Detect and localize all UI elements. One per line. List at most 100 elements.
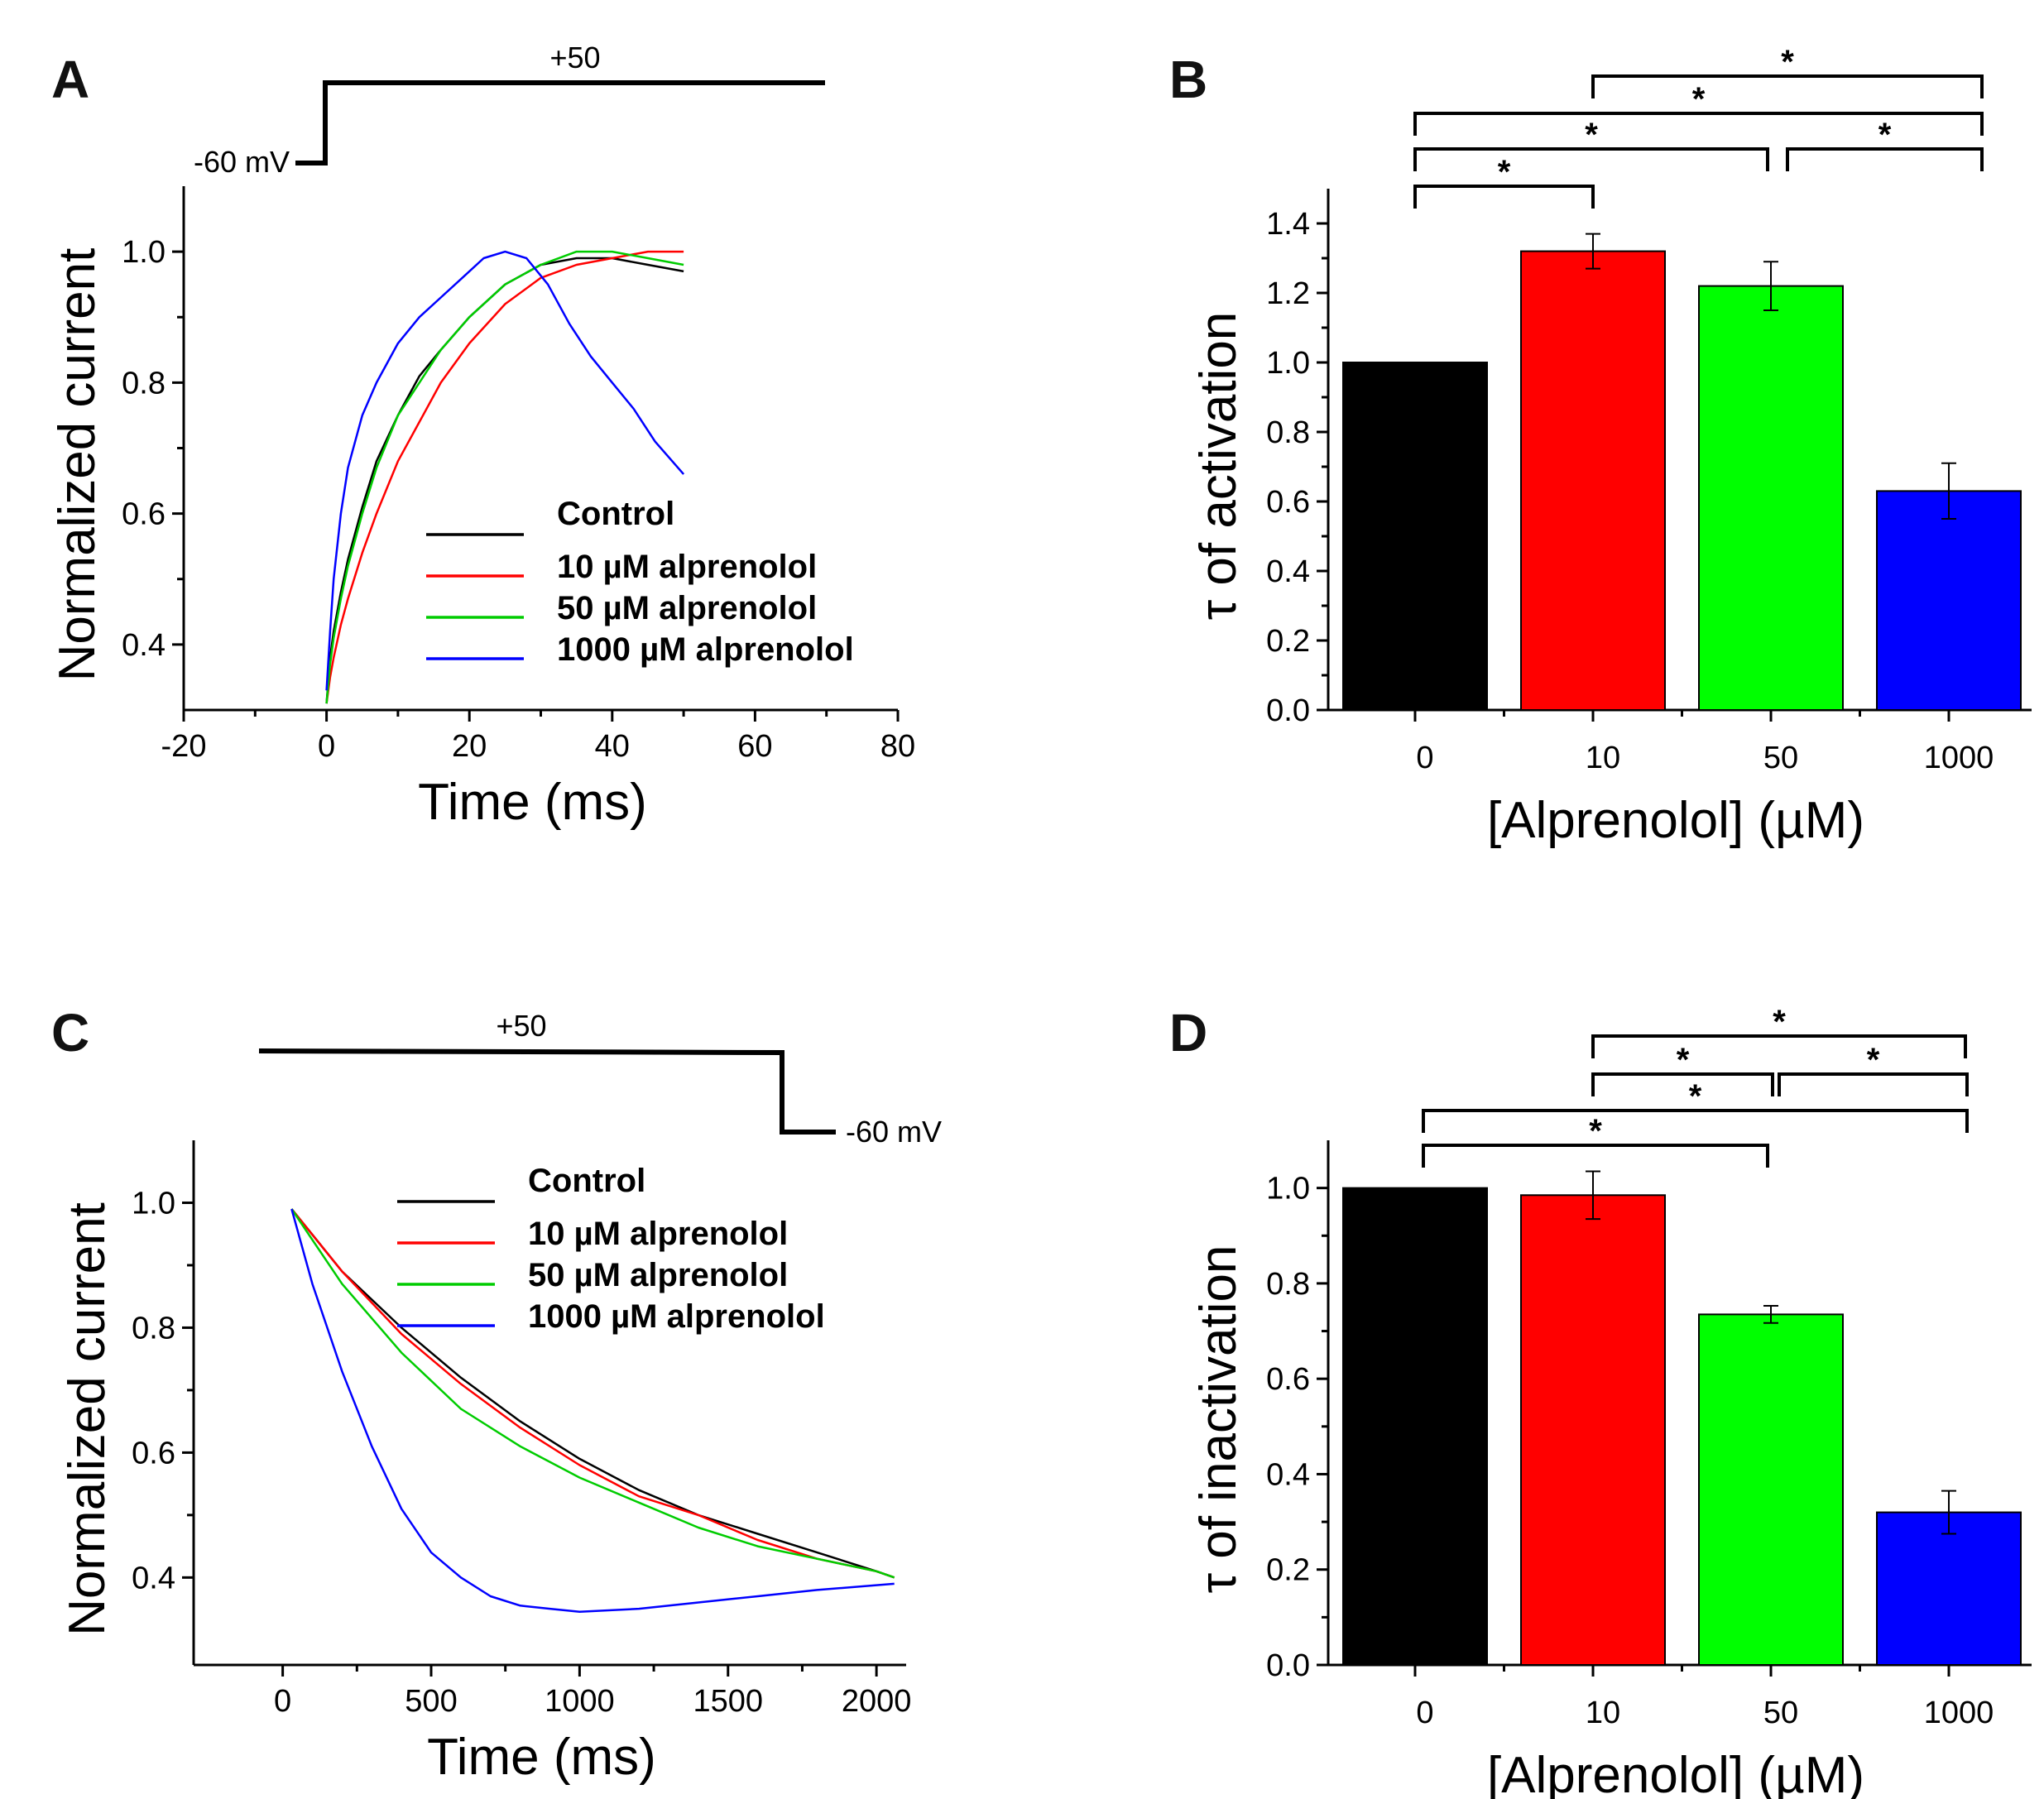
B-significance-label-2: * <box>1878 117 1892 153</box>
D-significance-label-4: * <box>1773 1004 1786 1040</box>
A-holding-voltage-label: -60 mV <box>194 145 290 179</box>
panel-a-line-chart: -20 0 20 40 60 80 0.4 0.6 0.8 1.0 Time (ms) Normali… <box>49 41 915 831</box>
D-significance-label-3: * <box>1867 1042 1880 1078</box>
D-bar-0 <box>1342 1187 1488 1666</box>
D-x-axis-title: [Alprenolol] (µM) <box>1487 1747 1864 1799</box>
panel-letter-b: B <box>1169 50 1207 109</box>
C-voltage-protocol-trace <box>258 1048 836 1135</box>
D-significance-bracket-3 <box>1778 1072 1969 1096</box>
B-bar-2 <box>1698 285 1844 712</box>
A-legend-label-1: 10 µM alprenolol <box>557 549 817 585</box>
D-significance-label-0: * <box>1589 1113 1602 1149</box>
A-series-line-3 <box>325 250 685 691</box>
A-y-axis-title: Normalized current <box>49 248 106 682</box>
C-legend-label-2: 50 µM alprenolol <box>528 1257 788 1293</box>
B-y-tick-label: 1.2 <box>1266 276 1310 311</box>
D-significance-label-1: * <box>1689 1078 1702 1115</box>
C-holding-voltage-label: -60 mV <box>846 1115 942 1149</box>
D-bar-2 <box>1698 1313 1844 1666</box>
B-y-tick-label: 1.0 <box>1266 346 1310 381</box>
C-x-tick-label: 1500 <box>693 1684 763 1719</box>
C-legend-label-0: Control <box>528 1163 645 1199</box>
D-bar-1 <box>1520 1194 1666 1667</box>
C-series-line-3 <box>290 1208 895 1614</box>
B-significance-bracket-4 <box>1591 74 1984 98</box>
A-y-tick-label: 0.8 <box>122 366 166 401</box>
B-significance-bracket-0 <box>1413 185 1595 209</box>
B-y-tick-label: 1.4 <box>1266 207 1310 242</box>
B-x-tick-label: 0 <box>1416 741 1433 775</box>
B-y-tick-label: 0.0 <box>1266 693 1310 728</box>
C-y-tick-label: 1.0 <box>132 1186 175 1221</box>
A-y-tick-label: 1.0 <box>122 235 166 270</box>
C-step-voltage-label: +50 <box>496 1009 546 1043</box>
A-voltage-protocol-trace <box>295 80 825 166</box>
C-x-axis-title: Time (ms) <box>427 1729 656 1786</box>
C-series-line-2 <box>290 1208 895 1579</box>
panel-letter-a: A <box>51 50 89 109</box>
A-y-tick-label: 0.4 <box>122 628 166 663</box>
A-x-tick-label: 20 <box>452 729 487 764</box>
D-x-tick-label: 10 <box>1586 1696 1620 1730</box>
panel-letter-c: C <box>51 1003 89 1063</box>
D-y-axis-title: τ of inactivation <box>1190 1245 1247 1594</box>
B-x-tick-label: 50 <box>1763 741 1798 775</box>
panel-c-line-chart: 0 500 1000 1500 2000 0.4 0.6 0.8 1.0 Time (ms) Nor… <box>59 1009 942 1786</box>
B-significance-bracket-1 <box>1413 147 1769 171</box>
C-x-tick-label: 1000 <box>545 1684 615 1719</box>
D-x-tick-label: 50 <box>1763 1696 1798 1730</box>
B-significance-bracket-2 <box>1786 147 1984 171</box>
B-significance-label-3: * <box>1692 81 1706 118</box>
D-significance-bracket-0 <box>1422 1144 1769 1168</box>
A-x-tick-label: 40 <box>595 729 630 764</box>
D-y-tick-label: 0.6 <box>1266 1362 1310 1397</box>
A-x-tick-label: 80 <box>880 729 915 764</box>
D-significance-bracket-2 <box>1591 1072 1774 1096</box>
A-y-tick-label: 0.6 <box>122 497 166 532</box>
A-x-tick-label: 60 <box>737 729 772 764</box>
panel-b-bar-chart: 0.0 0.2 0.4 0.6 0.8 1.0 1.2 1.4 0 10 50 1000 [Alpren… <box>1190 44 2032 849</box>
B-y-axis-title: τ of activation <box>1190 312 1247 621</box>
B-significance-label-0: * <box>1498 154 1511 190</box>
D-y-tick-label: 0.2 <box>1266 1553 1310 1588</box>
B-y-tick-label: 0.8 <box>1266 415 1310 450</box>
D-significance-bracket-1 <box>1422 1109 1969 1133</box>
D-y-tick-label: 1.0 <box>1266 1172 1310 1207</box>
C-series-line-0 <box>290 1208 895 1579</box>
A-x-axis-title: Time (ms) <box>418 774 647 831</box>
D-significance-bracket-4 <box>1591 1034 1967 1058</box>
A-step-voltage-label: +50 <box>549 41 600 74</box>
B-y-tick-label: 0.2 <box>1266 624 1310 659</box>
D-x-tick-label: 1000 <box>1924 1696 1994 1730</box>
B-bar-1 <box>1520 250 1666 712</box>
A-legend-label-2: 50 µM alprenolol <box>557 590 817 626</box>
D-y-tick-label: 0.4 <box>1266 1457 1310 1492</box>
panel-d-bar-chart: 0.0 0.2 0.4 0.6 0.8 1.0 0 10 50 1000 [Alprenolol] … <box>1190 1004 2032 1799</box>
D-y-tick-label: 0.0 <box>1266 1648 1310 1683</box>
C-y-axis-title: Normalized current <box>59 1202 116 1636</box>
C-x-tick-label: 2000 <box>842 1684 912 1719</box>
D-bar-3 <box>1876 1511 2022 1666</box>
B-significance-label-1: * <box>1585 117 1598 153</box>
D-y-tick-label: 0.8 <box>1266 1267 1310 1302</box>
panel-letter-d: D <box>1169 1003 1207 1063</box>
A-x-tick-label: 0 <box>318 729 335 764</box>
C-y-tick-label: 0.4 <box>132 1561 175 1595</box>
D-significance-label-2: * <box>1677 1042 1690 1078</box>
B-bar-3 <box>1876 490 2022 712</box>
A-series-line-1 <box>325 250 684 704</box>
A-legend-label-3: 1000 µM alprenolol <box>557 631 854 668</box>
B-x-axis-title: [Alprenolol] (µM) <box>1487 792 1864 849</box>
B-bar-0 <box>1342 362 1488 711</box>
C-legend-label-3: 1000 µM alprenolol <box>528 1298 825 1335</box>
C-x-tick-label: 0 <box>274 1684 291 1719</box>
A-legend-label-0: Control <box>557 496 674 532</box>
A-x-tick-label: -20 <box>161 729 207 764</box>
C-y-tick-label: 0.8 <box>132 1311 175 1346</box>
B-y-tick-label: 0.4 <box>1266 554 1310 589</box>
B-significance-bracket-3 <box>1413 112 1984 136</box>
B-x-tick-label: 1000 <box>1924 741 1994 775</box>
B-y-tick-label: 0.6 <box>1266 485 1310 520</box>
D-x-tick-label: 0 <box>1416 1696 1433 1730</box>
